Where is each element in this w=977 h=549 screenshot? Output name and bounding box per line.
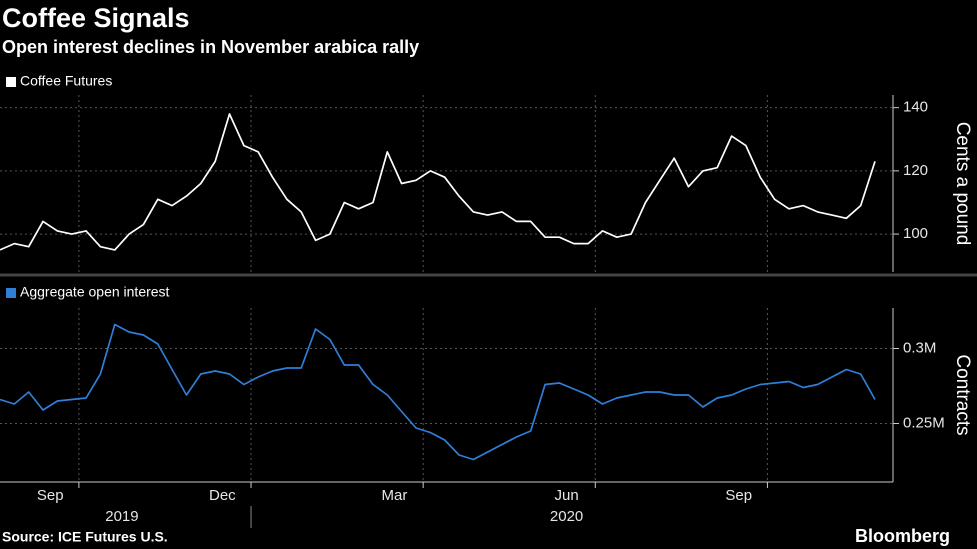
x-tick-label: Sep — [725, 487, 752, 504]
series-line — [0, 323, 876, 461]
chart-title: Coffee Signals — [2, 3, 190, 33]
legend-swatch — [6, 288, 16, 298]
x-tick-label: Sep — [37, 487, 64, 504]
legend-label: Aggregate open interest — [20, 284, 170, 300]
x-tick-label: Jun — [555, 487, 579, 504]
x-group-label: 2020 — [550, 508, 583, 525]
y-axis-label: Cents a pound — [952, 122, 973, 246]
y-tick-label: 0.3M — [903, 339, 936, 356]
x-tick-label: Dec — [209, 487, 236, 504]
y-tick-label: 140 — [903, 99, 928, 116]
chart-subtitle: Open interest declines in November arabi… — [2, 37, 419, 57]
legend-label: Coffee Futures — [20, 73, 112, 89]
source: Source: ICE Futures U.S. — [2, 529, 168, 545]
y-tick-label: 120 — [903, 162, 928, 179]
logo: Bloomberg — [855, 526, 950, 546]
y-axis-label: Contracts — [952, 354, 973, 435]
x-tick-label: Mar — [382, 487, 408, 504]
y-tick-label: 0.25M — [903, 414, 945, 431]
series-line — [0, 113, 876, 251]
y-tick-label: 100 — [903, 225, 928, 242]
x-group-label: 2019 — [105, 508, 138, 525]
legend-swatch — [6, 77, 16, 87]
